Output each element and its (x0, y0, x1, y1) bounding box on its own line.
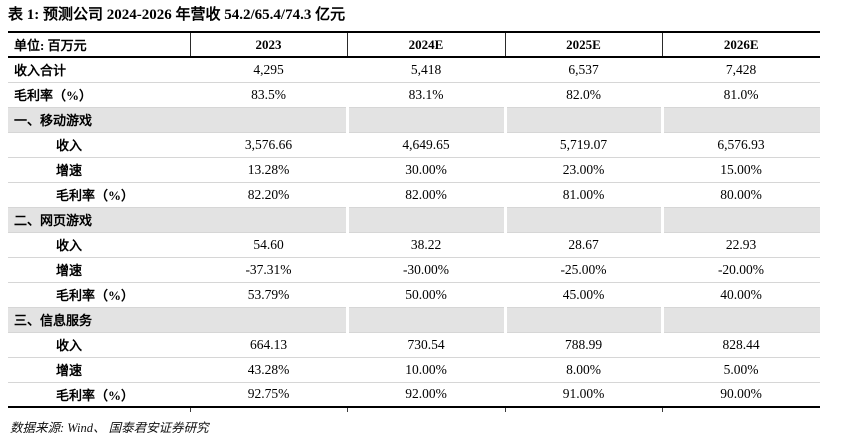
cell-value (503, 107, 662, 133)
column-tick (347, 408, 348, 412)
cell-value: 81.00% (505, 182, 662, 208)
row-label: 毛利率（%） (56, 387, 135, 403)
cell-value: 5.00% (662, 357, 820, 383)
row-label: 一、移动游戏 (8, 107, 347, 133)
cell-value (345, 107, 505, 133)
cell-value: 81.0% (662, 82, 820, 108)
cell-value: 13.28% (190, 157, 347, 183)
cell-value: -30.00% (347, 257, 505, 283)
table-row: 增速 43.28% 10.00% 8.00% 5.00% (8, 357, 820, 383)
cell-value (660, 307, 820, 333)
table-row: 毛利率（%） 83.5% 83.1% 82.0% 81.0% (8, 82, 820, 108)
year-header-2026e: 2026E (661, 32, 820, 58)
cell-value: 5,418 (347, 57, 505, 83)
data-source-note: 数据来源: Wind、 国泰君安证券研究 (10, 421, 209, 435)
research-report-table-page: 表 1: 预测公司 2024-2026 年营收 54.2/65.4/74.3 亿… (8, 7, 820, 435)
cell-value: 664.13 (190, 332, 347, 358)
table-row: 一、移动游戏 (8, 107, 820, 133)
row-label: 毛利率（%） (8, 82, 190, 108)
cell-value (503, 307, 662, 333)
table-row: 二、网页游戏 (8, 207, 820, 233)
cell-value: 45.00% (505, 282, 662, 308)
table-body: 收入合计 4,295 5,418 6,537 7,428 毛利率（%） 83.5% 83.1%… (8, 57, 820, 407)
cell-value: 15.00% (662, 157, 820, 183)
cell-value: 3,576.66 (190, 132, 347, 158)
table-row: 毛利率（%） 92.75% 92.00% 91.00% 90.00% (8, 382, 820, 407)
row-label: 收入 (8, 332, 190, 358)
table-row: 毛利率（%） 82.20% 82.00% 81.00% 80.00% (8, 182, 820, 208)
row-label: 增速 (8, 257, 190, 283)
year-header-2025e: 2025E (504, 32, 662, 58)
row-label: 毛利率（%） (8, 182, 190, 208)
cell-value: 92.75% (247, 386, 290, 402)
cell-value: 90.00% (720, 386, 762, 402)
cell-value: 82.20% (190, 182, 347, 208)
cell-value: 8.00% (505, 357, 662, 383)
cell-value: 10.00% (347, 357, 505, 383)
year-header-2024e: 2024E (346, 32, 505, 58)
row-label: 增速 (8, 357, 190, 383)
cell-value (660, 107, 820, 133)
row-label: 二、网页游戏 (8, 207, 347, 233)
row-label: 收入 (8, 132, 190, 158)
cell-value (345, 307, 505, 333)
cell-value: 40.00% (662, 282, 820, 308)
table-row: 收入 54.60 38.22 28.67 22.93 (8, 232, 820, 258)
cell-value: -20.00% (662, 257, 820, 283)
column-tick (190, 408, 191, 412)
table-row: 增速 -37.31% -30.00% -25.00% -20.00% (8, 257, 820, 283)
cell-value: 43.28% (190, 357, 347, 383)
row-label: 收入合计 (8, 57, 190, 83)
cell-value: 28.67 (505, 232, 662, 258)
table-row: 收入 3,576.66 4,649.65 5,719.07 6,576.93 (8, 132, 820, 158)
cell-value: 82.00% (347, 182, 505, 208)
cell-value (345, 207, 505, 233)
revenue-forecast-table: 单位: 百万元 2023 2024E 2025E 2026E 收入合计 4,295… (8, 31, 820, 408)
cell-value: 828.44 (662, 332, 820, 358)
cell-value: 4,295 (190, 57, 347, 83)
row-label: 毛利率（%） (8, 282, 190, 308)
table-row: 收入 664.13 730.54 788.99 828.44 (8, 332, 820, 358)
cell-value: 92.00% (405, 386, 447, 402)
cell-value: 730.54 (347, 332, 505, 358)
cell-value: 23.00% (505, 157, 662, 183)
cell-value: 83.5% (190, 82, 347, 108)
table-row: 收入合计 4,295 5,418 6,537 7,428 (8, 57, 820, 83)
cell-value: 6,576.93 (662, 132, 820, 158)
cell-value: -37.31% (190, 257, 347, 283)
table-row: 增速 13.28% 30.00% 23.00% 15.00% (8, 157, 820, 183)
cell-value (503, 207, 662, 233)
cell-value: 53.79% (190, 282, 347, 308)
cell-value: 4,649.65 (347, 132, 505, 158)
row-label: 收入 (8, 232, 190, 258)
cell-value: 5,719.07 (505, 132, 662, 158)
cell-value: -25.00% (505, 257, 662, 283)
cell-value: 38.22 (347, 232, 505, 258)
cell-value: 6,537 (505, 57, 662, 83)
column-tick (505, 408, 506, 412)
cell-value: 83.1% (347, 82, 505, 108)
table-row: 三、信息服务 (8, 307, 820, 333)
cell-value: 7,428 (662, 57, 820, 83)
table-row: 毛利率（%） 53.79% 50.00% 45.00% 40.00% (8, 282, 820, 308)
cell-value: 30.00% (347, 157, 505, 183)
cell-value: 54.60 (190, 232, 347, 258)
unit-label: 单位: 百万元 (8, 32, 190, 58)
cell-value (660, 207, 820, 233)
year-header-2023: 2023 (189, 32, 347, 58)
cell-value: 80.00% (662, 182, 820, 208)
row-label: 增速 (8, 157, 190, 183)
cell-value: 22.93 (662, 232, 820, 258)
cell-value: 788.99 (505, 332, 662, 358)
table-title: 表 1: 预测公司 2024-2026 年营收 54.2/65.4/74.3 亿… (8, 7, 346, 23)
table-header-row: 单位: 百万元 2023 2024E 2025E 2026E (8, 32, 820, 58)
cell-value: 50.00% (347, 282, 505, 308)
row-label: 三、信息服务 (8, 307, 347, 333)
cell-value: 82.0% (505, 82, 662, 108)
cell-value: 91.00% (562, 386, 605, 402)
column-tick (662, 408, 663, 412)
